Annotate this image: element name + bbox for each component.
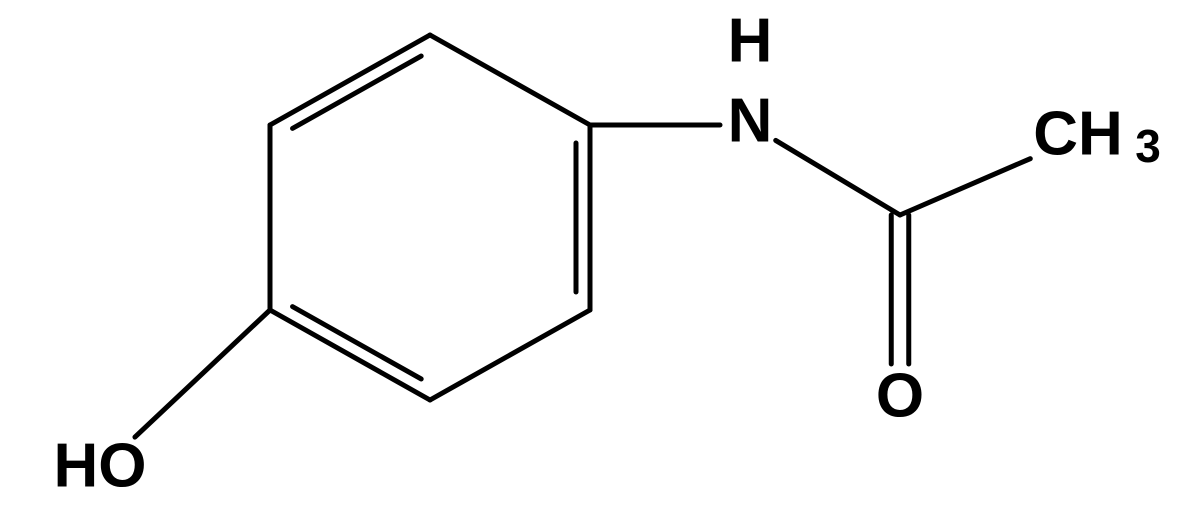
- atom-label-ho: HO: [54, 431, 147, 500]
- atom-subscript-ch3: 3: [1135, 120, 1161, 172]
- atom-label-ch3: CH: [1033, 99, 1123, 168]
- atom-label-n: N: [728, 86, 773, 155]
- atom-label-o: O: [876, 361, 924, 430]
- atom-label-h: H: [728, 6, 773, 75]
- molecule-diagram: HONHOCH3: [0, 0, 1200, 529]
